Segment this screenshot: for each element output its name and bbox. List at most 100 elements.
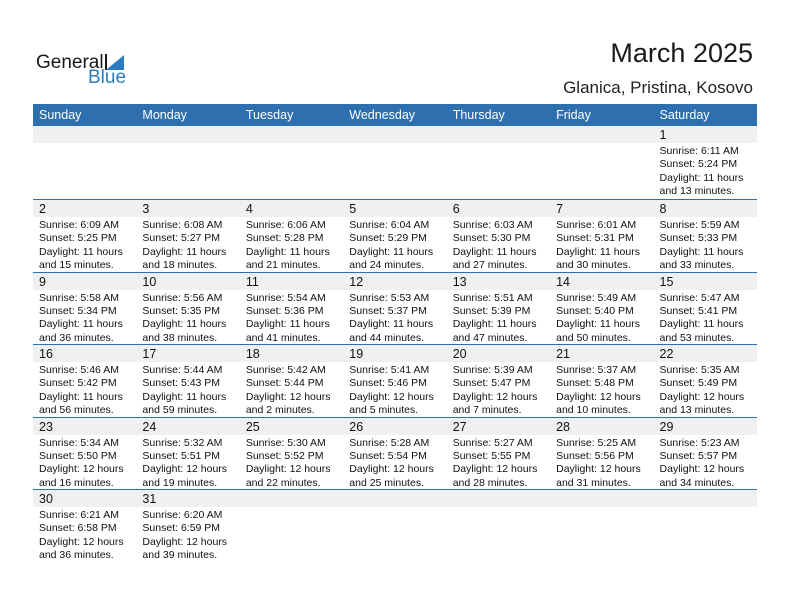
day-cell: 30 Sunrise: 6:21 AM Sunset: 6:58 PM Dayligh…	[33, 490, 136, 562]
sunrise-text: Sunrise: 5:54 AM	[245, 291, 326, 304]
day-info: Sunrise: 6:09 AM Sunset: 5:25 PM Daylight:…	[39, 219, 136, 273]
minutes-text: and 28 minutes.	[452, 476, 528, 489]
day-number: 18	[245, 347, 260, 361]
daylight-text: Daylight: 11 hours	[659, 171, 744, 184]
empty-cell	[550, 490, 653, 562]
empty-cell	[447, 490, 550, 562]
daylight-text: Daylight: 11 hours	[142, 245, 227, 258]
sunset-text: Sunset: 5:29 PM	[349, 232, 427, 245]
week-row: 30 Sunrise: 6:21 AM Sunset: 6:58 PM Dayligh…	[33, 489, 757, 562]
day-info: Sunrise: 5:41 AM Sunset: 5:46 PM Daylight:…	[349, 364, 446, 418]
daylight-text: Daylight: 12 hours	[349, 390, 434, 403]
minutes-text: and 47 minutes.	[452, 331, 528, 344]
day-number: 28	[556, 419, 571, 434]
weekday-thursday: Thursday	[452, 108, 505, 122]
sunrise-text: Sunrise: 5:30 AM	[245, 436, 326, 449]
day-info: Sunrise: 6:11 AM Sunset: 5:24 PM Daylight:…	[660, 145, 757, 199]
day-info: Sunrise: 5:58 AM Sunset: 5:34 PM Daylight:…	[39, 292, 136, 346]
daylight-text: Daylight: 12 hours	[245, 463, 331, 476]
day-number: 23	[39, 419, 53, 434]
weekday-friday: Friday	[556, 108, 591, 122]
day-cell: 28 Sunrise: 5:25 AM Sunset: 5:56 PM Dayligh…	[550, 418, 653, 490]
sunset-text: Sunset: 5:33 PM	[659, 232, 738, 245]
sunset-text: Sunset: 5:49 PM	[659, 377, 738, 390]
sunrise-text: Sunrise: 6:20 AM	[142, 509, 223, 521]
daylight-text: Daylight: 11 hours	[349, 318, 434, 331]
day-info: Sunrise: 5:32 AM Sunset: 5:51 PM Daylight:…	[142, 437, 239, 491]
day-info: Sunrise: 5:46 AM Sunset: 5:42 PM Daylight:…	[39, 364, 136, 418]
day-number: 25	[245, 419, 260, 434]
sunset-text: Sunset: 5:31 PM	[556, 232, 634, 245]
day-info: Sunrise: 6:03 AM Sunset: 5:30 PM Daylight:…	[453, 219, 550, 273]
minutes-text: and 18 minutes.	[142, 259, 218, 272]
minutes-text: and 41 minutes.	[245, 331, 321, 344]
day-number: 19	[349, 347, 364, 361]
day-number: 8	[659, 202, 667, 216]
day-number: 15	[659, 274, 674, 289]
sunrise-text: Sunrise: 5:58 AM	[39, 291, 119, 304]
sunrise-text: Sunrise: 5:56 AM	[142, 291, 223, 304]
sunrise-text: Sunrise: 5:34 AM	[39, 436, 119, 449]
daylight-text: Daylight: 12 hours	[39, 463, 124, 476]
daylight-text: Daylight: 11 hours	[245, 245, 330, 258]
daylight-text: Daylight: 11 hours	[142, 318, 227, 331]
day-number: 7	[556, 202, 564, 216]
day-cell: 12 Sunrise: 5:53 AM Sunset: 5:37 PM Dayligh…	[343, 273, 446, 345]
day-cell: 2 Sunrise: 6:09 AM Sunset: 5:25 PM Daylight…	[33, 200, 136, 272]
sunrise-text: Sunrise: 5:25 AM	[556, 436, 637, 449]
daylight-text: Daylight: 11 hours	[142, 390, 227, 403]
minutes-text: and 7 minutes.	[452, 404, 522, 417]
week-row: 23 Sunrise: 5:34 AM Sunset: 5:50 PM Dayligh…	[33, 416, 757, 491]
day-number: 13	[452, 274, 467, 289]
sunset-text: Sunset: 5:50 PM	[39, 449, 117, 462]
day-number-band	[33, 200, 757, 217]
sunrise-text: Sunrise: 6:08 AM	[142, 219, 223, 231]
day-info: Sunrise: 5:25 AM Sunset: 5:56 PM Daylight:…	[556, 437, 653, 491]
sunrise-text: Sunrise: 5:28 AM	[349, 436, 430, 449]
week-row: 2 Sunrise: 6:09 AM Sunset: 5:25 PM Daylight…	[33, 199, 757, 272]
day-number: 16	[39, 347, 53, 361]
day-number: 24	[142, 419, 157, 434]
day-cell: 22 Sunrise: 5:35 AM Sunset: 5:49 PM Dayligh…	[654, 345, 757, 417]
empty-cell	[136, 126, 239, 199]
day-info: Sunrise: 6:20 AM Sunset: 6:59 PM Daylight:…	[142, 509, 239, 563]
sunrise-text: Sunrise: 5:47 AM	[659, 291, 740, 304]
day-number: 22	[659, 347, 674, 361]
sunrise-text: Sunrise: 6:09 AM	[39, 219, 119, 231]
daylight-text: Daylight: 12 hours	[142, 463, 228, 476]
day-info: Sunrise: 6:08 AM Sunset: 5:27 PM Daylight:…	[142, 219, 239, 273]
day-cell: 5 Sunrise: 6:04 AM Sunset: 5:29 PM Daylight…	[343, 200, 446, 272]
weekday-sunday: Sunday	[39, 108, 82, 122]
day-number: 17	[142, 347, 157, 361]
sunrise-text: Sunrise: 5:49 AM	[556, 291, 637, 304]
daylight-text: Daylight: 11 hours	[452, 318, 537, 331]
day-cell: 21 Sunrise: 5:37 AM Sunset: 5:48 PM Dayligh…	[550, 345, 653, 417]
minutes-text: and 10 minutes.	[556, 404, 631, 417]
day-number: 26	[349, 419, 364, 434]
minutes-text: and 50 minutes.	[556, 331, 631, 344]
day-number-band	[33, 417, 757, 435]
sunset-text: Sunset: 5:52 PM	[245, 449, 324, 462]
empty-cell	[240, 490, 343, 562]
day-number: 20	[452, 347, 467, 361]
logo-text-blue: Blue	[88, 67, 127, 88]
sunset-text: Sunset: 5:51 PM	[142, 449, 221, 462]
day-number: 12	[349, 274, 364, 289]
week-row: 9 Sunrise: 5:58 AM Sunset: 5:34 PM Daylight…	[33, 271, 757, 346]
daylight-text: Daylight: 11 hours	[39, 245, 123, 258]
sunset-text: Sunset: 5:55 PM	[452, 449, 531, 462]
sunrise-text: Sunrise: 5:37 AM	[556, 364, 637, 376]
day-info: Sunrise: 6:06 AM Sunset: 5:28 PM Daylight:…	[246, 219, 343, 273]
minutes-text: and 36 minutes.	[39, 549, 114, 562]
sunrise-text: Sunrise: 5:51 AM	[452, 291, 533, 304]
day-info: Sunrise: 5:27 AM Sunset: 5:55 PM Daylight:…	[453, 437, 550, 491]
daylight-text: Daylight: 12 hours	[39, 535, 124, 548]
sunset-text: Sunset: 5:42 PM	[39, 377, 117, 390]
day-info: Sunrise: 5:30 AM Sunset: 5:52 PM Daylight:…	[246, 437, 343, 491]
weekday-wednesday: Wednesday	[349, 108, 416, 122]
sunset-text: Sunset: 5:47 PM	[452, 377, 531, 390]
minutes-text: and 16 minutes.	[39, 476, 114, 489]
day-info: Sunrise: 5:49 AM Sunset: 5:40 PM Daylight:…	[556, 292, 653, 346]
day-cell: 19 Sunrise: 5:41 AM Sunset: 5:46 PM Dayligh…	[343, 345, 446, 417]
sunrise-text: Sunrise: 5:23 AM	[659, 436, 740, 449]
